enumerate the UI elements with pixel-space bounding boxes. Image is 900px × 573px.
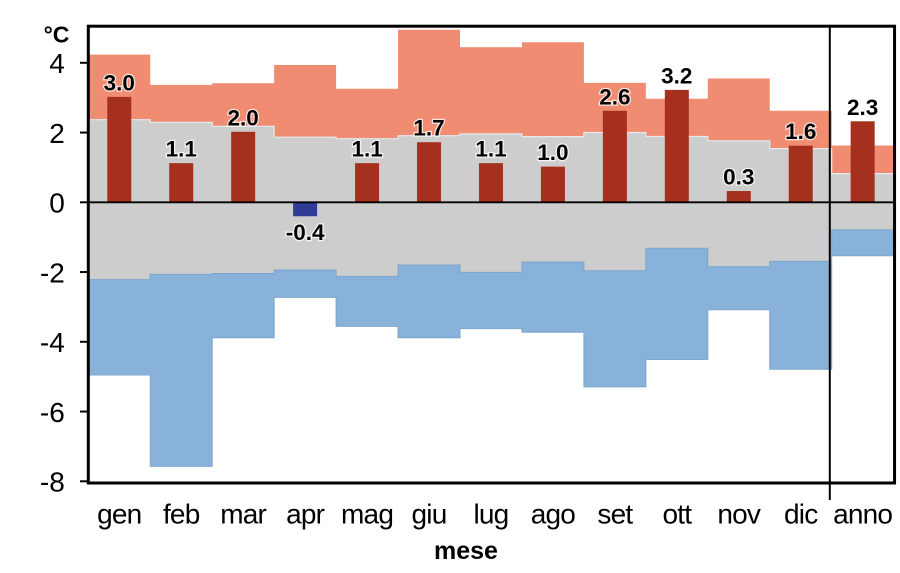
svg-text:-6: -6: [40, 397, 65, 428]
svg-text:dic: dic: [784, 499, 818, 530]
svg-text:1.0: 1.0: [537, 140, 568, 165]
svg-text:1.1: 1.1: [166, 137, 197, 162]
svg-text:mar: mar: [220, 499, 266, 530]
svg-text:nov: nov: [717, 499, 761, 530]
svg-text:ott: ott: [662, 499, 692, 530]
svg-text:1.1: 1.1: [351, 137, 382, 162]
svg-text:-0.4: -0.4: [286, 220, 325, 245]
svg-text:ago: ago: [531, 499, 576, 530]
svg-text:anno: anno: [833, 499, 892, 530]
svg-text:2.6: 2.6: [599, 84, 630, 109]
svg-text:0: 0: [49, 188, 65, 219]
svg-text:-8: -8: [40, 467, 65, 498]
svg-text:giu: giu: [412, 499, 447, 530]
svg-text:1.6: 1.6: [785, 119, 816, 144]
svg-text:-2: -2: [40, 257, 65, 288]
svg-text:-4: -4: [40, 327, 65, 358]
svg-text:1.1: 1.1: [475, 137, 506, 162]
svg-text:2.3: 2.3: [847, 95, 878, 120]
svg-text:°C: °C: [44, 22, 70, 48]
svg-text:lug: lug: [473, 499, 508, 530]
svg-text:set: set: [597, 499, 633, 530]
svg-text:3.2: 3.2: [661, 63, 692, 88]
svg-text:3.0: 3.0: [104, 70, 135, 95]
svg-text:mese: mese: [434, 537, 498, 565]
svg-text:4: 4: [49, 48, 65, 79]
svg-text:feb: feb: [163, 499, 200, 530]
svg-text:apr: apr: [286, 499, 325, 530]
svg-text:1.7: 1.7: [413, 116, 444, 141]
svg-text:gen: gen: [97, 499, 141, 530]
svg-text:2: 2: [49, 118, 65, 149]
svg-text:mag: mag: [341, 499, 393, 530]
svg-text:0.3: 0.3: [723, 165, 754, 190]
svg-text:2.0: 2.0: [228, 105, 259, 130]
